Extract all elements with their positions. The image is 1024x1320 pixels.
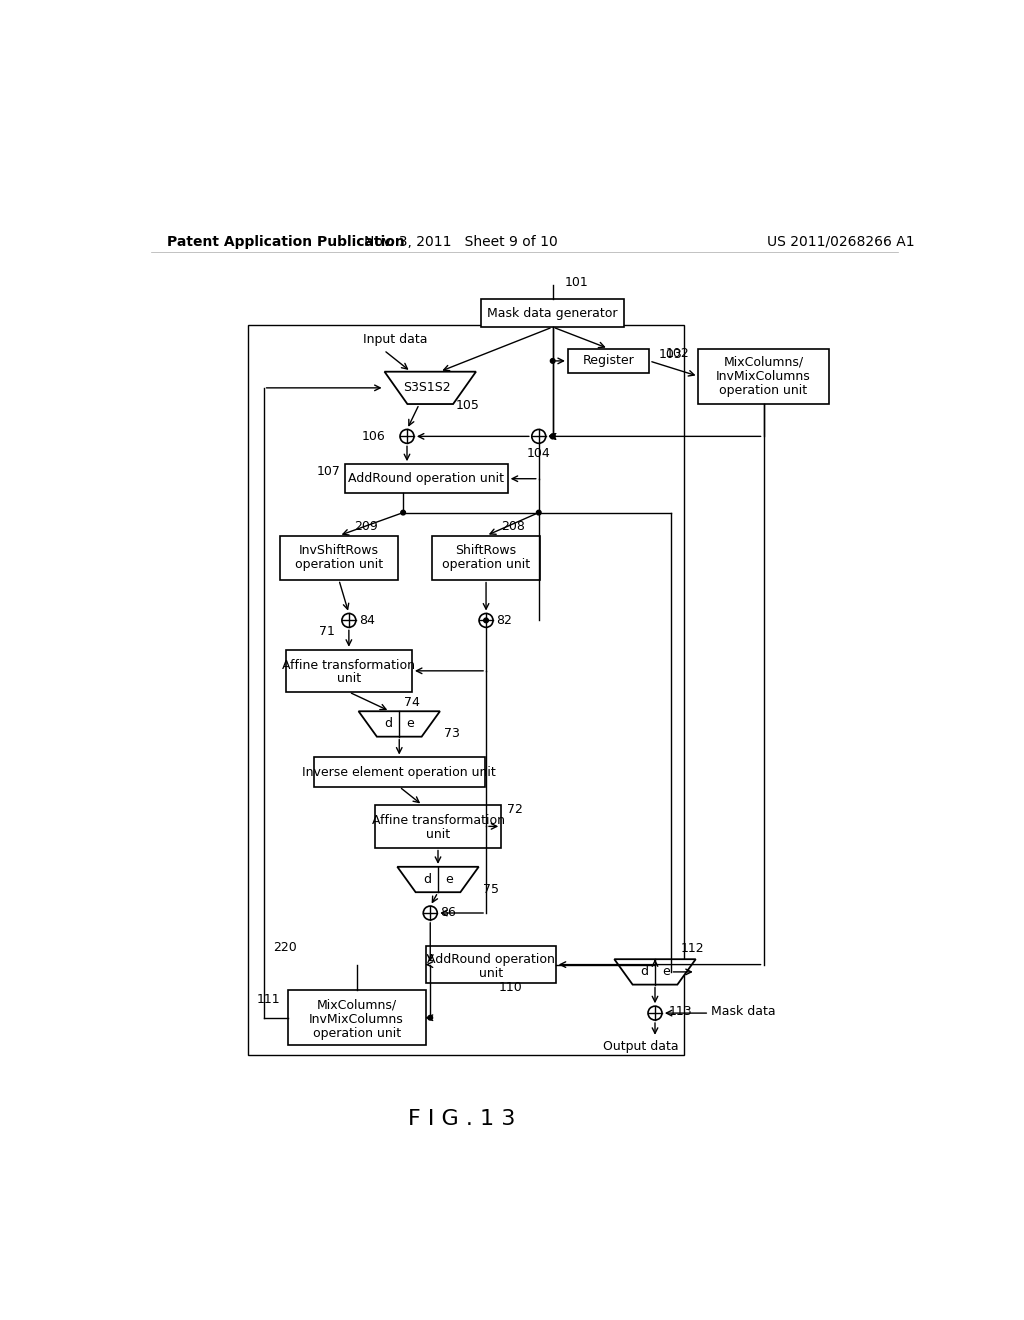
Circle shape [550,434,555,438]
Text: d: d [423,873,431,886]
Bar [698,348,828,404]
Text: d: d [384,718,392,730]
Text: 113: 113 [669,1005,692,1018]
Bar [248,326,684,1056]
Bar [432,536,541,579]
Text: Nov. 3, 2011   Sheet 9 of 10: Nov. 3, 2011 Sheet 9 of 10 [365,235,558,248]
Polygon shape [358,711,440,737]
Text: 86: 86 [440,907,457,920]
Text: 101: 101 [564,276,588,289]
Text: Patent Application Publication: Patent Application Publication [167,235,404,248]
Text: ShiftRows: ShiftRows [456,544,517,557]
Text: 209: 209 [354,520,378,533]
Text: 111: 111 [256,993,280,1006]
Bar [426,946,556,983]
Text: F I G . 1 3: F I G . 1 3 [408,1109,515,1130]
Text: MixColumns/: MixColumns/ [723,356,804,370]
Circle shape [423,906,437,920]
Text: 106: 106 [361,430,385,444]
Text: d: d [640,965,648,978]
Text: operation unit: operation unit [720,384,808,397]
Circle shape [342,614,356,627]
Bar [345,465,508,494]
Bar [481,300,625,327]
Text: US 2011/0268266 A1: US 2011/0268266 A1 [767,235,914,248]
Text: 103: 103 [658,348,682,362]
Circle shape [531,429,546,444]
Text: unit: unit [426,828,451,841]
Polygon shape [614,960,695,985]
Text: e: e [662,965,670,978]
Circle shape [428,1015,432,1020]
Circle shape [537,511,541,515]
Text: Mask data generator: Mask data generator [487,306,617,319]
Text: Affine transformation: Affine transformation [283,659,416,672]
Text: Output data: Output data [603,1040,679,1053]
Text: 71: 71 [319,624,335,638]
Text: operation unit: operation unit [295,558,383,572]
Text: Input data: Input data [364,333,428,346]
Text: AddRound operation unit: AddRound operation unit [348,473,505,486]
Text: 72: 72 [507,804,523,816]
Text: Mask data: Mask data [711,1005,775,1018]
Circle shape [550,359,555,363]
Circle shape [550,434,555,438]
Circle shape [400,511,406,515]
Circle shape [648,1006,662,1020]
Text: 110: 110 [499,981,522,994]
Polygon shape [397,867,478,892]
Bar [375,805,501,847]
Polygon shape [385,372,476,404]
Circle shape [483,618,488,623]
Text: 107: 107 [316,465,340,478]
Text: operation unit: operation unit [312,1027,400,1040]
Text: 74: 74 [403,696,420,709]
Text: 84: 84 [359,614,375,627]
Circle shape [479,614,493,627]
Bar [280,536,398,579]
Text: 75: 75 [482,883,499,896]
Text: 105: 105 [456,399,479,412]
Text: S3S1S2: S3S1S2 [403,381,451,395]
Text: 104: 104 [527,446,551,459]
Circle shape [400,429,414,444]
Text: Register: Register [583,354,635,367]
Text: 112: 112 [680,942,703,954]
Text: AddRound operation: AddRound operation [427,953,555,966]
Text: unit: unit [337,672,360,685]
Text: e: e [445,873,453,886]
Bar [286,649,412,692]
Text: Affine transformation: Affine transformation [372,814,505,828]
Text: 82: 82 [496,614,512,627]
Text: 208: 208 [502,520,525,533]
Text: InvMixColumns: InvMixColumns [716,370,811,383]
Text: operation unit: operation unit [442,558,530,572]
Text: e: e [407,718,414,730]
Text: InvShiftRows: InvShiftRows [299,544,379,557]
Text: unit: unit [478,968,503,981]
Text: 73: 73 [443,727,460,741]
Text: 220: 220 [273,941,297,954]
Text: 102: 102 [666,347,689,360]
Text: MixColumns/: MixColumns/ [316,999,396,1012]
Text: Inverse element operation unit: Inverse element operation unit [302,766,496,779]
Bar [314,758,484,787]
Bar [288,990,426,1045]
Bar [271,595,632,932]
Bar [568,348,649,374]
Text: InvMixColumns: InvMixColumns [309,1012,404,1026]
